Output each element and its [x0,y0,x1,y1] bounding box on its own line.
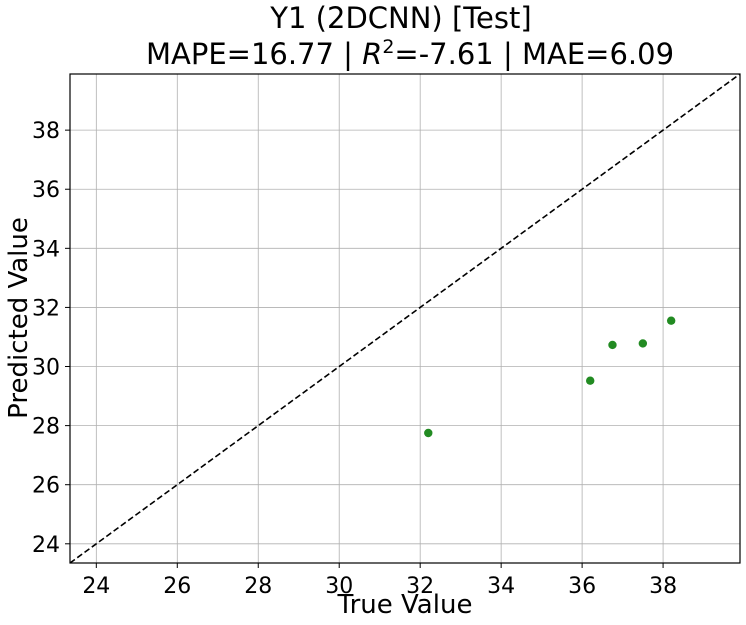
chart-title: Y1 (2DCNN) [Test] [269,1,531,35]
data-point [638,339,648,348]
grid-lines [70,74,740,563]
data-point [666,316,676,325]
x-tick-label: 38 [649,574,677,599]
y-tick-label: 38 [32,119,60,144]
metric-mape: MAPE=16.77 | [146,37,362,71]
metric-r-symbol: R [362,37,382,71]
plot-frame [69,73,741,564]
identity-reference-line [69,73,741,564]
data-point [608,340,617,350]
x-axis-label: True Value [337,590,473,620]
data-points [424,316,676,438]
data-point [586,376,595,385]
y-tick-label: 24 [32,533,60,558]
data-point [424,428,433,438]
x-tick-label: 28 [244,574,272,599]
y-tick-label: 30 [32,356,60,381]
y-tick-label: 36 [32,178,60,203]
y-axis-ticks: 24 26 28 30 32 34 36 38 [32,119,70,558]
metric-r-exponent: 2 [382,36,394,58]
y-tick-label: 28 [32,415,60,440]
x-tick-label: 36 [568,574,596,599]
y-axis-label: Predicted Value [4,217,34,419]
x-tick-label: 32 [406,574,434,599]
chart-metrics-subtitle: MAPE=16.77 | R2=-7.61 | MAE=6.09 [146,36,674,71]
x-tick-label: 24 [82,574,110,599]
y-tick-label: 26 [32,474,60,499]
x-tick-label: 30 [325,574,353,599]
metric-r2-mae: =-7.61 | MAE=6.09 [394,37,674,71]
y-tick-label: 34 [32,237,60,262]
x-axis-ticks: 24 26 28 30 32 34 36 38 [82,563,677,599]
y-tick-label: 32 [32,296,60,321]
x-tick-label: 34 [487,574,515,599]
x-tick-label: 26 [163,574,191,599]
